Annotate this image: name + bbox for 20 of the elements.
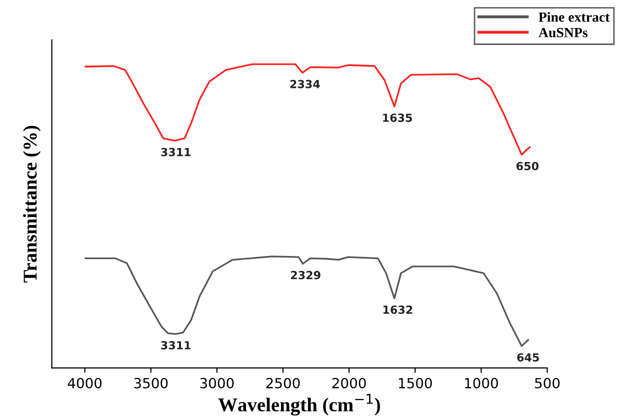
y-axis-title: Transmittance (%) <box>23 126 41 283</box>
annotation: 1635 <box>383 114 412 122</box>
x-tick-label: 1500 <box>398 378 432 388</box>
x-tick-label: 3500 <box>134 378 168 388</box>
legend-label: AuSNPs <box>538 28 588 38</box>
annotation: 2329 <box>291 270 320 280</box>
x-tick-label: 500 <box>535 378 560 388</box>
annotation: 1632 <box>383 306 412 314</box>
x-tick-label: 2500 <box>266 378 300 388</box>
annotation: 650 <box>516 162 538 170</box>
x-tick-label: 2000 <box>332 378 366 388</box>
annotation: 645 <box>517 353 539 362</box>
x-tick-label: 3000 <box>200 378 234 388</box>
legend-label: Pine extract <box>538 12 610 22</box>
x-tick-label: 4000 <box>68 378 102 388</box>
annotation: 3311 <box>161 148 191 156</box>
x-axis-title: Wavelength (cm$^{−1}$) <box>218 394 380 416</box>
annotation: 3311 <box>161 341 191 350</box>
annotation: 2334 <box>290 80 320 88</box>
x-tick-label: 1000 <box>465 378 498 388</box>
